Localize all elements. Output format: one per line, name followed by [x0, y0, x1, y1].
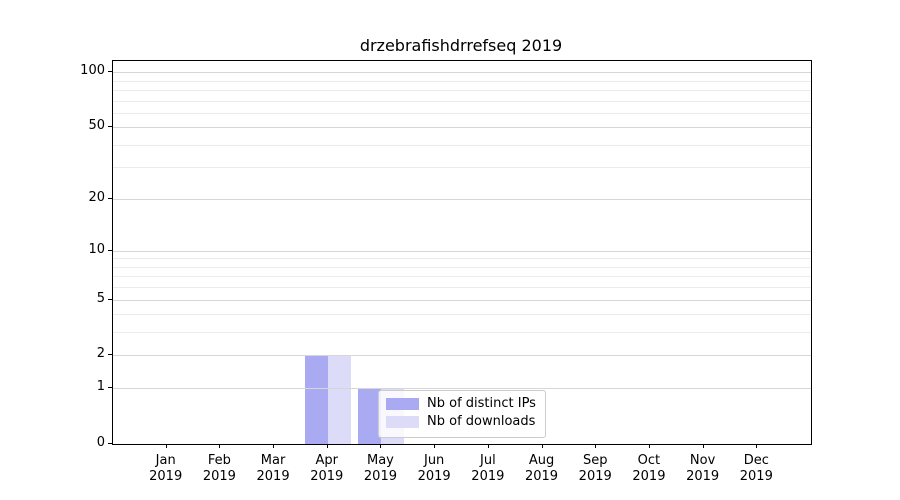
- x-tick-label-line: Aug: [528, 453, 555, 468]
- y-axis-tick-label: 2: [96, 346, 105, 362]
- legend-item-downloads: Nb of downloads: [386, 414, 537, 430]
- minor-gridline: [113, 89, 811, 91]
- minor-gridline: [113, 80, 811, 82]
- minor-gridline: [113, 287, 811, 289]
- x-axis-tick-label: Jul 2019: [458, 453, 518, 485]
- minor-gridline: [113, 276, 811, 278]
- x-axis-tick-label: Dec 2019: [726, 453, 786, 485]
- x-tick-label-line: 2019: [256, 469, 290, 484]
- bar-may-distinct-ips: [358, 388, 382, 444]
- x-tick-label-line: 2019: [417, 469, 451, 484]
- x-axis-tick-label: Nov 2019: [673, 453, 733, 485]
- x-tick-label-line: Sep: [582, 453, 608, 468]
- x-tick-label-line: Nov: [689, 453, 716, 468]
- major-gridline: [113, 198, 811, 200]
- x-tick-label-line: 2019: [363, 469, 397, 484]
- major-gridline: [113, 299, 811, 301]
- legend: Nb of distinct IPs Nb of downloads: [378, 390, 546, 438]
- legend-label-downloads: Nb of downloads: [427, 414, 536, 429]
- x-tick-label-line: Mar: [260, 453, 286, 468]
- chart-title: drzebrafishdrrefseq 2019: [359, 36, 563, 55]
- minor-gridline: [113, 167, 811, 169]
- legend-item-distinct-ips: Nb of distinct IPs: [386, 396, 537, 412]
- minor-gridline: [113, 112, 811, 114]
- major-gridline: [113, 72, 811, 74]
- bar-apr-distinct-ips: [304, 355, 328, 444]
- x-axis-tick-label: Feb 2019: [189, 453, 249, 485]
- x-tick-label-line: Feb: [207, 453, 231, 468]
- major-gridline: [113, 250, 811, 252]
- x-tick-label-line: Jun: [423, 453, 445, 468]
- plot-area: [112, 60, 812, 445]
- x-axis-tick-label: Aug 2019: [512, 453, 572, 485]
- x-tick-label-line: 2019: [686, 469, 720, 484]
- x-tick-label-line: May: [367, 453, 394, 468]
- minor-gridline: [113, 100, 811, 102]
- legend-swatch-distinct-ips: [386, 398, 419, 410]
- x-tick-label-line: 2019: [524, 469, 559, 484]
- legend-label-distinct-ips: Nb of distinct IPs: [427, 396, 536, 411]
- minor-gridline: [113, 314, 811, 316]
- minor-gridline: [113, 144, 811, 146]
- y-axis-tick-label: 10: [88, 241, 105, 257]
- minor-gridline: [113, 266, 811, 268]
- y-axis-tick-label: 20: [88, 189, 105, 205]
- legend-swatch-downloads: [386, 416, 419, 428]
- x-axis-tick-label: Mar 2019: [243, 453, 303, 485]
- bar-apr-downloads: [327, 355, 351, 444]
- x-tick-label-line: 2019: [149, 469, 183, 484]
- y-axis-tick-label: 0: [96, 435, 105, 450]
- x-axis-tick-label: Oct 2019: [619, 453, 679, 485]
- x-axis-tick-label: Sep 2019: [565, 453, 625, 485]
- y-axis-tick-label: 50: [88, 118, 105, 134]
- y-axis-tick-label: 1: [96, 379, 105, 395]
- x-tick-label-line: Apr: [315, 453, 339, 468]
- x-tick-label-line: Oct: [637, 453, 661, 468]
- x-axis-tick-label: Jun 2019: [404, 453, 464, 485]
- x-tick-label-line: 2019: [632, 469, 666, 484]
- x-tick-label-line: 2019: [578, 469, 612, 484]
- x-axis-tick-label: Jan 2019: [136, 453, 196, 485]
- major-gridline: [113, 388, 811, 390]
- x-axis-tick-label: Apr 2019: [297, 453, 357, 485]
- x-tick-label-line: Jul: [480, 453, 496, 468]
- y-axis-tick-label: 5: [96, 290, 105, 306]
- x-tick-label-line: 2019: [739, 469, 773, 484]
- minor-gridline: [113, 332, 811, 334]
- major-gridline: [113, 355, 811, 357]
- x-tick-label-line: 2019: [310, 469, 344, 484]
- minor-gridline: [113, 258, 811, 260]
- grid-layer: [113, 61, 811, 444]
- x-tick-label-line: 2019: [202, 469, 236, 484]
- y-axis-tick-label: 100: [80, 63, 105, 79]
- x-axis-tick-label: May 2019: [350, 453, 410, 485]
- x-tick-label-line: Jan: [155, 453, 176, 468]
- x-tick-label-line: 2019: [471, 469, 505, 484]
- major-gridline: [113, 127, 811, 129]
- x-tick-label-line: Dec: [743, 453, 769, 468]
